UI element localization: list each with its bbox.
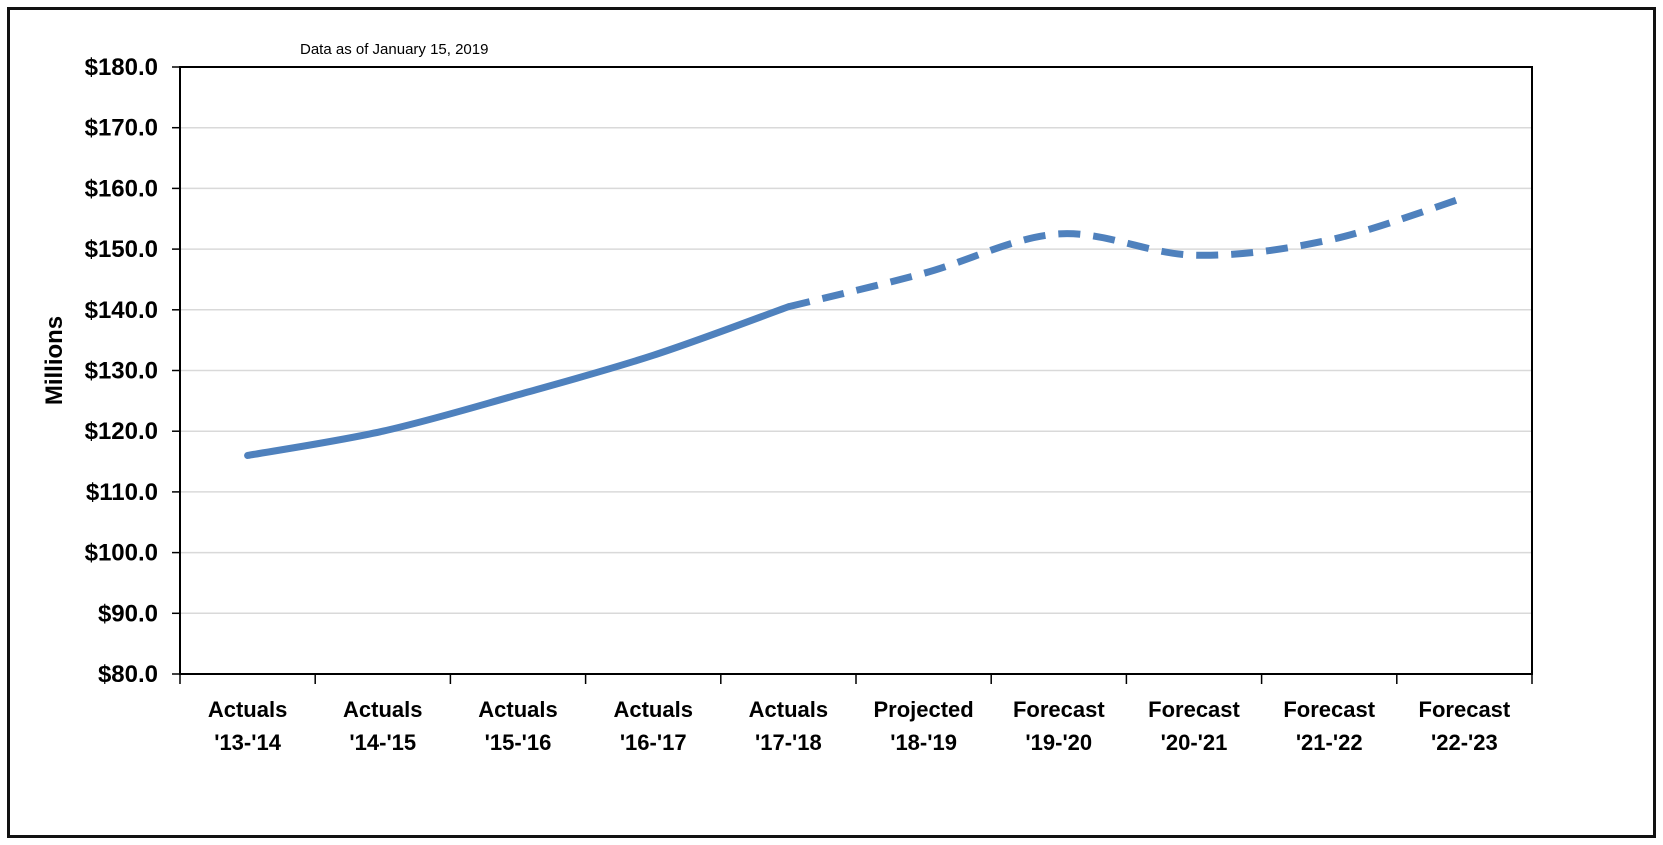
y-tick-label: $180.0	[85, 54, 158, 81]
x-tick-label: '13-'14	[214, 730, 281, 755]
x-tick-label: '20-'21	[1161, 730, 1228, 755]
x-tick-label: Forecast	[1283, 697, 1375, 722]
y-tick-label: $160.0	[85, 175, 158, 202]
chart-frame: $80.0 $90.0 $100.0 $110.0 $120.0 $130.0 $140.0…	[7, 7, 1656, 838]
y-axis-title: Millions	[41, 316, 68, 405]
x-tick-label: Actuals	[478, 697, 557, 722]
y-tick-label: $120.0	[85, 418, 158, 445]
x-tick-label: Forecast	[1419, 697, 1511, 722]
x-tick-label: Projected	[873, 697, 973, 722]
y-tick-label: $80.0	[98, 661, 158, 688]
x-tick-label: '18-'19	[890, 730, 957, 755]
x-tick-label: '19-'20	[1025, 730, 1092, 755]
x-tick-label: Actuals	[208, 697, 287, 722]
x-tick-label: '15-'16	[485, 730, 552, 755]
x-tick-label: Forecast	[1148, 697, 1240, 722]
series-line-forecast	[787, 194, 1466, 311]
x-tick-label: Forecast	[1013, 697, 1105, 722]
y-tick-label: $170.0	[85, 115, 158, 142]
data-date-note: Data as of January 15, 2019	[300, 41, 488, 58]
y-tick-label: $90.0	[98, 600, 158, 627]
y-tick-label: $140.0	[85, 297, 158, 324]
line-chart: $80.0 $90.0 $100.0 $110.0 $120.0 $130.0 $140.0…	[41, 41, 1533, 755]
y-tick-label: $110.0	[86, 479, 158, 506]
y-tick-label: $130.0	[85, 358, 158, 385]
x-tick-label: Actuals	[613, 697, 692, 722]
x-tick-label: '16-'17	[620, 730, 687, 755]
x-tick-label: '21-'22	[1296, 730, 1363, 755]
x-tick-label: '14-'15	[349, 730, 416, 755]
y-tick-label: $100.0	[85, 540, 158, 567]
x-tick-label: Actuals	[343, 697, 422, 722]
y-tick-label: $150.0	[85, 236, 158, 263]
series-line-actual	[244, 303, 792, 459]
x-tick-label: '22-'23	[1431, 730, 1498, 755]
x-tick-label: Actuals	[749, 697, 828, 722]
x-tick-label: '17-'18	[755, 730, 822, 755]
